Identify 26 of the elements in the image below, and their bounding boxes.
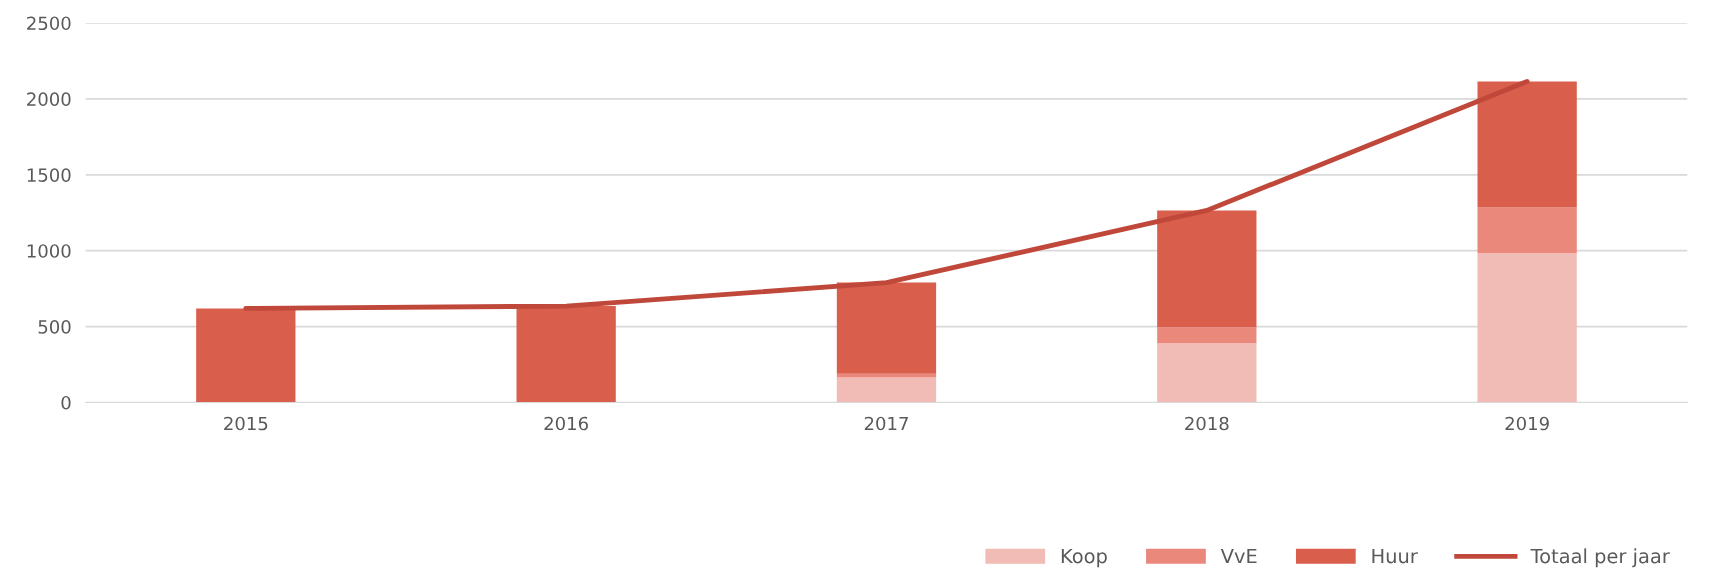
x-tick-label: 2015 bbox=[224, 416, 268, 431]
legend-label: VvE bbox=[1220, 548, 1257, 564]
y-tick-label: 1500 bbox=[27, 168, 71, 182]
y-tick-label: 2000 bbox=[27, 92, 71, 107]
line-series bbox=[243, 79, 1530, 311]
legend-label: Totaal per jaar bbox=[1530, 548, 1670, 568]
legend-label: Huur bbox=[1372, 548, 1418, 564]
bar bbox=[836, 282, 937, 374]
bar bbox=[1157, 327, 1257, 344]
x-tick-label: 2019 bbox=[1505, 416, 1549, 431]
x-tick-label: 2017 bbox=[864, 416, 908, 431]
bar bbox=[1477, 252, 1577, 403]
bar bbox=[1157, 343, 1257, 403]
y-tick-label: 2500 bbox=[27, 16, 71, 31]
bar bbox=[196, 308, 296, 403]
y-tick-label: 1000 bbox=[27, 244, 71, 258]
x-tick-label: 2018 bbox=[1185, 416, 1229, 431]
bar bbox=[516, 306, 616, 403]
y-tick-label: 500 bbox=[38, 320, 71, 334]
x-tick-label: 2016 bbox=[544, 416, 588, 431]
legend-label: Koop bbox=[1061, 548, 1107, 568]
bar bbox=[1477, 207, 1577, 253]
y-tick-label: 0 bbox=[61, 395, 71, 410]
bar bbox=[1477, 81, 1577, 208]
bar bbox=[1157, 210, 1257, 328]
bar bbox=[836, 377, 937, 403]
